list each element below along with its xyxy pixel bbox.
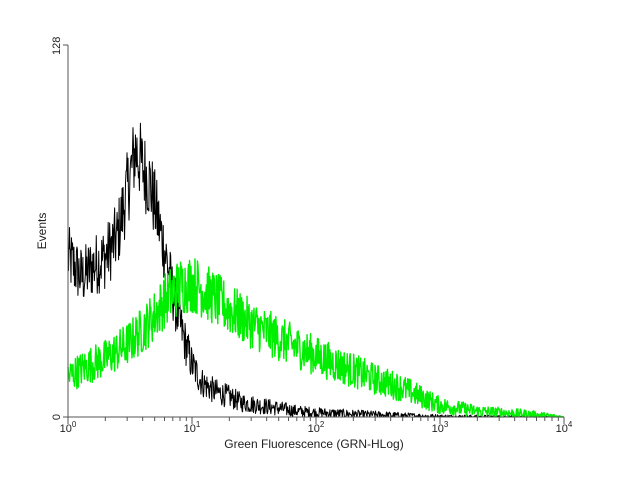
- black-series-line: [67, 122, 564, 418]
- series-layer: [67, 122, 565, 418]
- y-axis-label: Events: [35, 213, 49, 250]
- x-tick-label-layer: 100 101 102 103 104: [60, 420, 573, 435]
- y-tick-label: 128: [51, 37, 63, 55]
- green-series-line: [67, 258, 565, 418]
- x-tick-label: 100: [60, 420, 77, 435]
- x-tick-label: 104: [556, 420, 573, 435]
- tick-layer: [63, 44, 565, 424]
- x-axis-label: Green Fluorescence (GRN-HLog): [224, 437, 403, 451]
- x-tick-label: 102: [308, 420, 325, 435]
- y-tick-label-layer: 0 128: [51, 37, 63, 420]
- x-tick-label: 103: [432, 420, 449, 435]
- y-tick-label: 0: [51, 414, 63, 420]
- x-tick-label: 101: [184, 420, 201, 435]
